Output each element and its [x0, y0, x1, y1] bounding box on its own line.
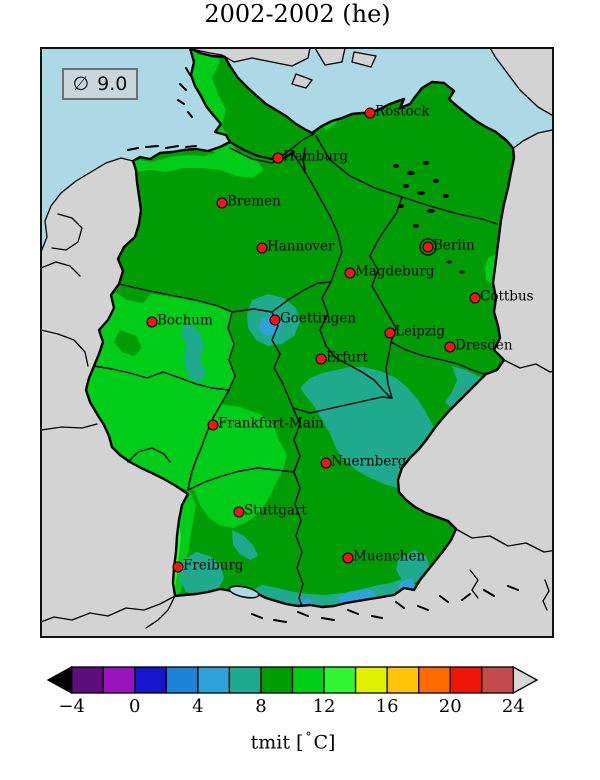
colorbar-tick-label: 8: [255, 696, 267, 717]
city-dot: [444, 341, 456, 353]
austrian-river: [542, 579, 550, 611]
austrian-border: [455, 528, 552, 553]
colorbar-segment: [228, 666, 262, 694]
colorbar-segment: [481, 666, 514, 694]
map-panel: ∅ 9.0 Rostock Hamburg Bremen Hannover Berlin…: [40, 47, 554, 638]
polish-coast: [510, 129, 552, 151]
city-label: Magdeburg: [355, 263, 435, 280]
city-dot: [342, 552, 354, 564]
city-dot: [146, 316, 158, 328]
colorbar-segment: [418, 666, 451, 694]
colorbar-tick-label: 20: [438, 696, 462, 717]
colorbar-segment: [449, 666, 483, 694]
colorbar-tick-label: 24: [501, 696, 525, 717]
state-borders: [93, 133, 498, 607]
mean-symbol: ∅: [72, 73, 90, 95]
country-border: [84, 49, 516, 609]
foreign-land: [189, 49, 552, 116]
colorbar-segment: [197, 666, 231, 694]
city-label: Hamburg: [283, 148, 349, 165]
frisian-islands: [127, 67, 509, 151]
city-label: Erfurt: [326, 349, 368, 366]
lake-constance: [228, 585, 260, 599]
colorbar-segment: [386, 666, 420, 694]
city-dot: [269, 314, 281, 326]
denmark-land: [189, 49, 311, 67]
colorbar-tick-label: −4: [58, 696, 85, 717]
colorbar-tick-label: 0: [129, 696, 141, 717]
city-dot: [172, 561, 184, 573]
swiss-border: [145, 595, 176, 629]
city-dot: [364, 107, 376, 119]
colorbar-label: tmit [° C]: [251, 730, 336, 753]
berlin-city-border: [419, 238, 437, 256]
dutch-coast: [42, 157, 134, 252]
city-label: Stuttgart: [244, 502, 307, 519]
colorbar-arrow: [46, 665, 73, 695]
city-dot: [422, 241, 434, 253]
alps-marks: [251, 585, 519, 623]
mean-value: 9.0: [97, 73, 128, 95]
city-label: Goettingen: [280, 310, 357, 327]
city-dot: [207, 419, 219, 431]
city-label: Hannover: [267, 238, 335, 255]
elbe-river: [228, 140, 296, 161]
czech-border: [503, 359, 552, 373]
alster-river: [302, 147, 306, 171]
danish-island: [291, 73, 313, 89]
city-label: Cottbus: [480, 288, 534, 305]
city-label: Berlin: [433, 237, 475, 254]
city-dot: [272, 152, 284, 164]
austrian-river: [469, 569, 479, 599]
colorbar-segment: [134, 666, 167, 694]
figure-title: 2002-2002 (he): [204, 0, 391, 28]
city-dot: [233, 506, 245, 518]
swiss-border: [42, 595, 176, 623]
city-label: Nuernberg: [331, 453, 407, 470]
degree-symbol: °: [305, 730, 312, 744]
colorbar-segment: [102, 666, 136, 694]
city-label: Dresden: [455, 337, 513, 354]
dutch-inland: [42, 261, 81, 277]
city-label: Bochum: [157, 312, 213, 329]
city-dot: [320, 457, 332, 469]
colorbar-segment: [291, 666, 325, 694]
city-dot: [315, 353, 327, 365]
city-dot: [344, 267, 356, 279]
colorbar-segment: [165, 666, 199, 694]
city-label: Freiburg: [183, 557, 244, 574]
city-dot: [384, 327, 396, 339]
colorbar-tick-label: 12: [312, 696, 336, 717]
city-label: Leipzig: [395, 323, 445, 340]
city-dot: [256, 242, 268, 254]
danish-island: [314, 49, 346, 66]
colorbar-arrow: [512, 665, 539, 695]
colorbar-tick-label: 4: [192, 696, 204, 717]
city-label: Bremen: [227, 193, 281, 210]
lakes-and-islands: [127, 67, 519, 623]
city-label: Rostock: [375, 103, 430, 120]
city-dot: [216, 197, 228, 209]
city-label: Muenchen: [353, 548, 426, 565]
colorbar-tick-label: 16: [375, 696, 399, 717]
map-svg: [42, 49, 552, 629]
colorbar-segment: [323, 666, 357, 694]
colorbar-segment: [71, 666, 104, 694]
colorbar-label-prefix: tmit [: [250, 731, 304, 754]
colorbar-segment: [260, 666, 294, 694]
colorbar-segment: [354, 666, 388, 694]
belgian-border: [42, 329, 89, 367]
dutch-inland: [51, 213, 83, 251]
coast-lines: [42, 129, 552, 629]
colorbar: [46, 665, 539, 695]
danish-island: [351, 51, 377, 68]
northeast-land: [489, 49, 552, 116]
city-label: Frankfurt-Main: [218, 415, 324, 432]
mecklenburg-lakes: [393, 161, 465, 274]
colorbar-label-suffix: C]: [313, 731, 336, 754]
french-border: [42, 423, 98, 431]
mean-value-box: ∅ 9.0: [62, 68, 138, 100]
city-dot: [469, 292, 481, 304]
